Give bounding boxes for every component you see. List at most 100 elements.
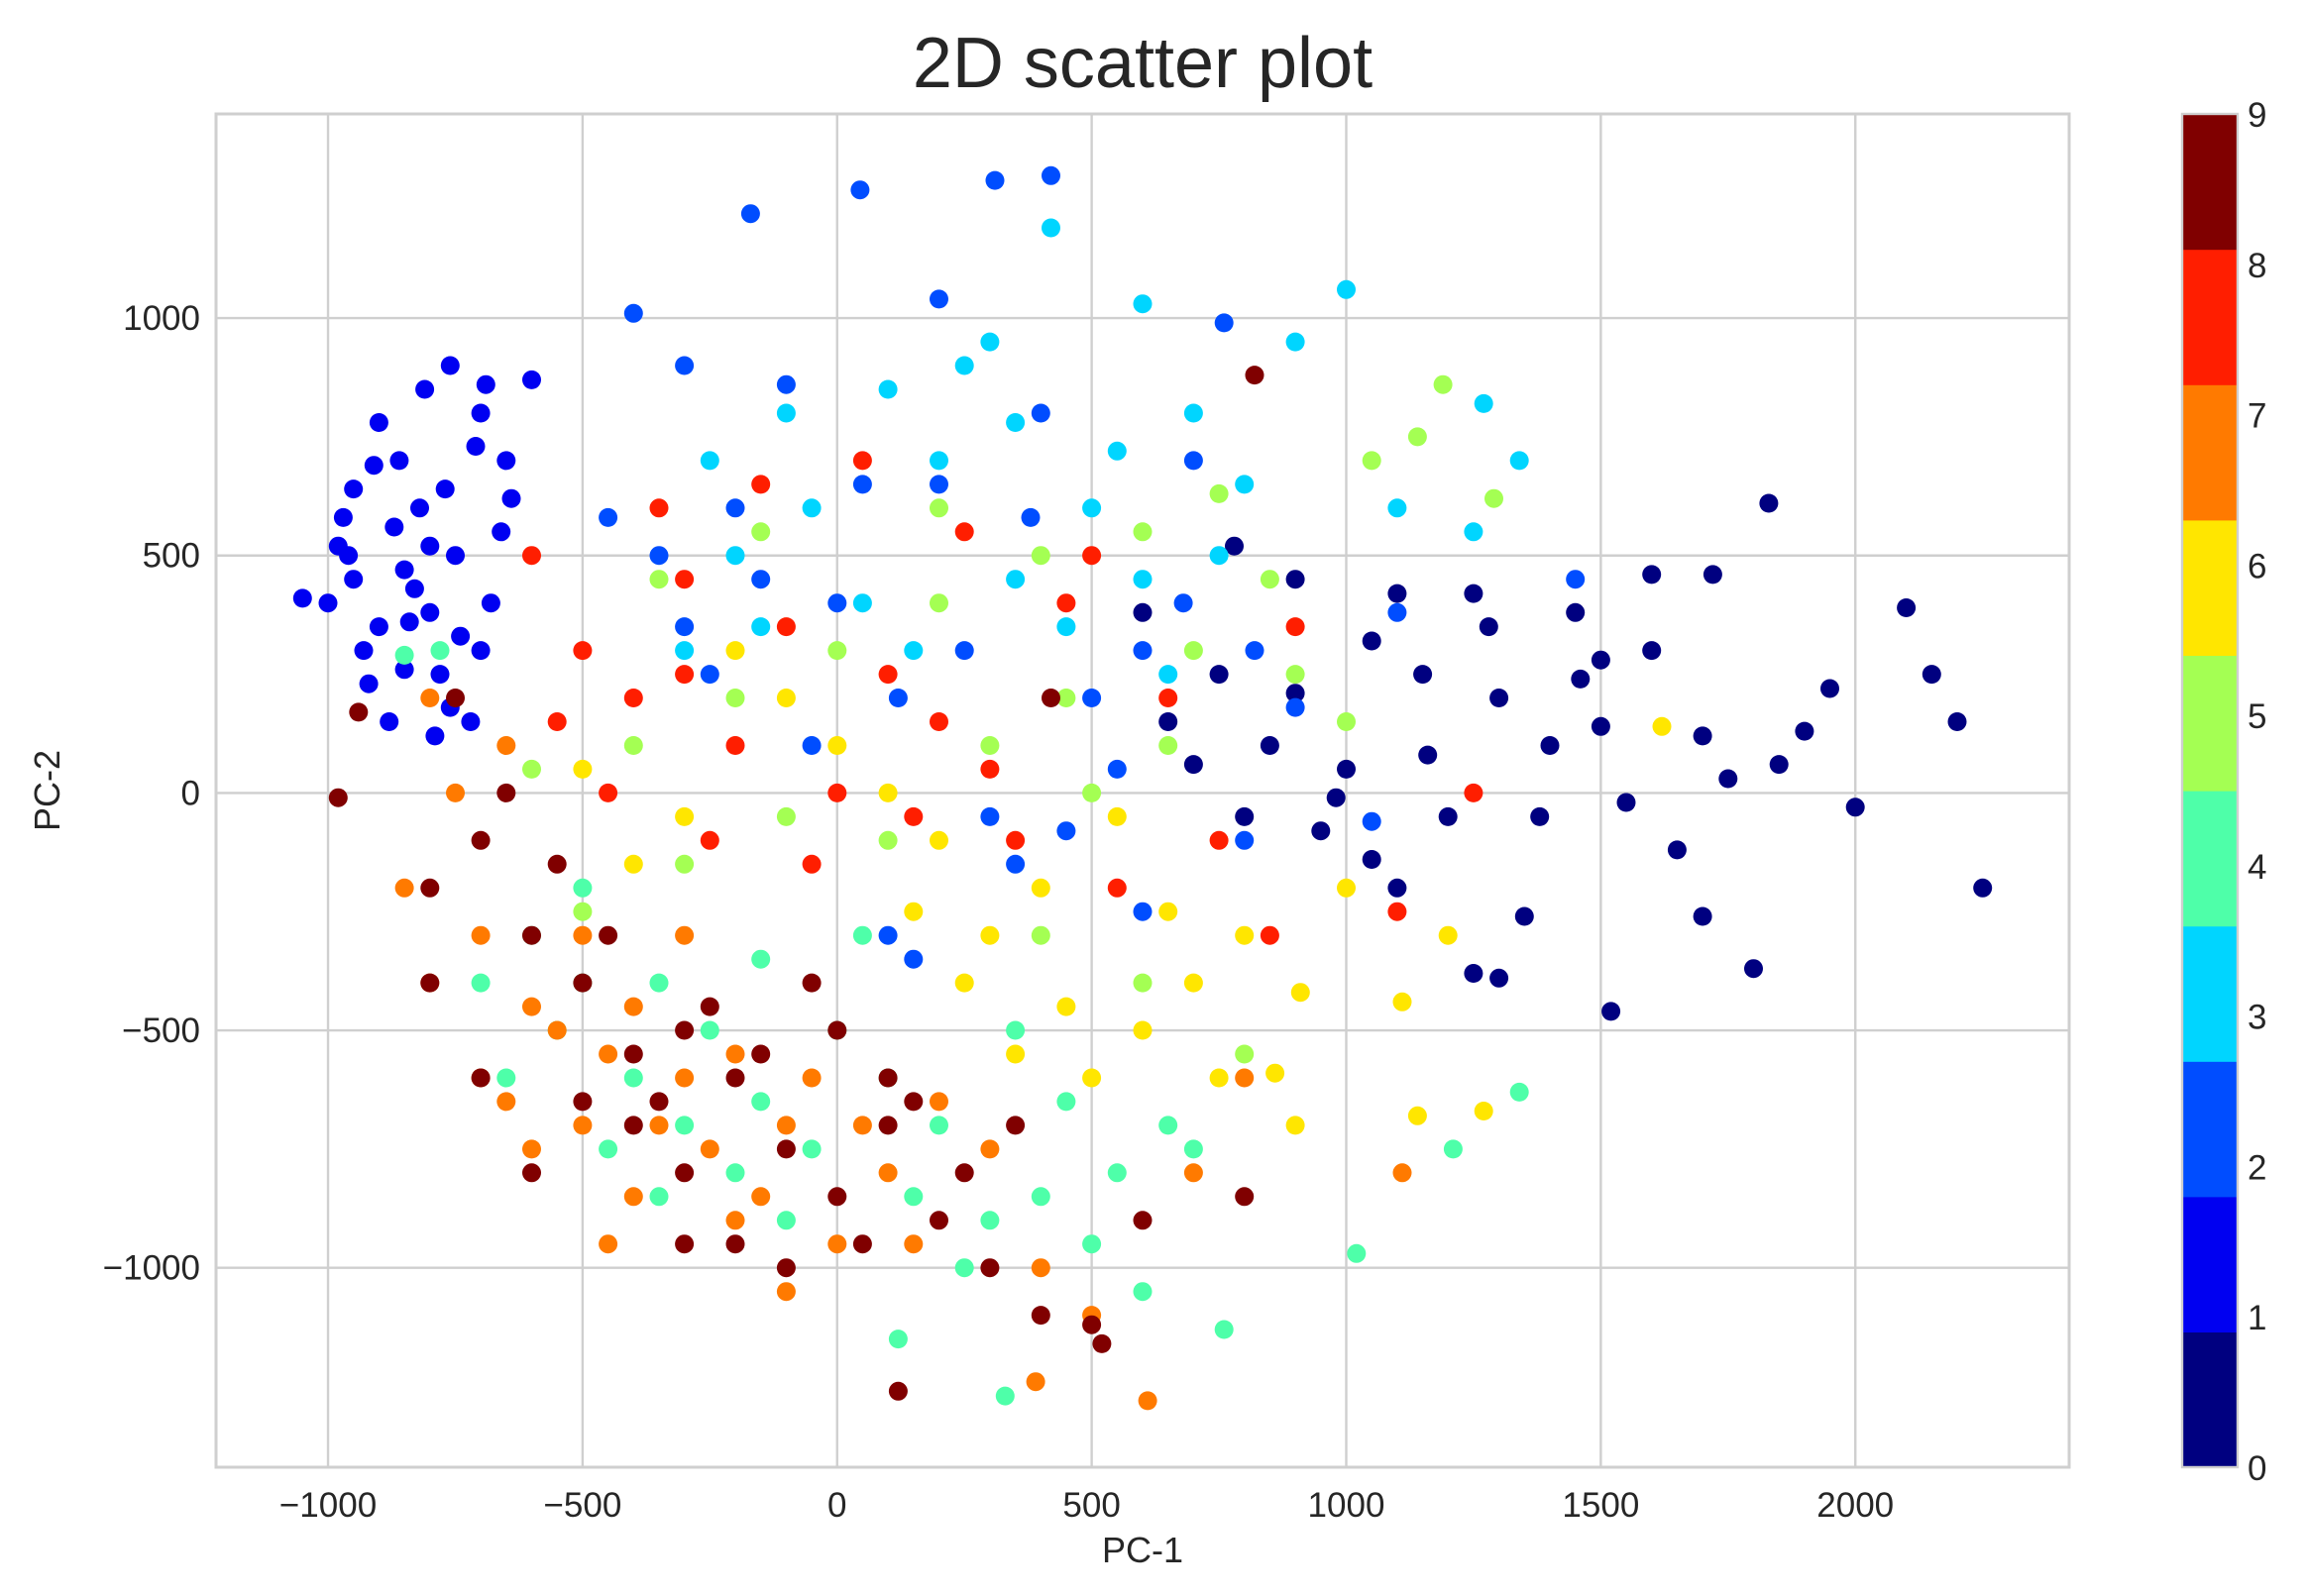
data-point [1056, 821, 1076, 841]
data-point [415, 379, 435, 399]
data-point [435, 479, 455, 499]
data-point [359, 674, 379, 693]
data-point [904, 1092, 924, 1112]
data-point [1107, 441, 1127, 461]
data-point [1387, 498, 1407, 518]
data-point [878, 1163, 898, 1183]
data-point [1133, 973, 1153, 993]
data-point [1056, 1092, 1076, 1112]
colorbar-segment [2182, 249, 2238, 385]
data-point [1693, 726, 1712, 746]
data-point [930, 830, 948, 850]
data-point [573, 973, 593, 993]
data-point [980, 736, 1000, 755]
data-point [1285, 697, 1305, 717]
data-point [980, 925, 1000, 945]
data-point [1438, 925, 1458, 945]
series-class-4 [394, 641, 1529, 1406]
data-point [410, 498, 429, 518]
colorbar-tick-label: 9 [2248, 96, 2266, 135]
colorbar-segment [2182, 114, 2238, 251]
data-point [1026, 1372, 1045, 1392]
data-point [980, 1139, 1000, 1159]
data-point [573, 759, 593, 779]
data-point [1566, 570, 1586, 589]
data-point [1235, 1187, 1255, 1207]
data-point [1056, 593, 1076, 613]
data-point [1235, 475, 1255, 494]
data-point [751, 1092, 771, 1112]
data-point [1362, 451, 1381, 471]
data-point [380, 712, 399, 731]
data-point [1489, 689, 1509, 707]
data-point [1158, 665, 1178, 685]
data-point [1601, 1002, 1621, 1021]
data-point [1245, 641, 1264, 661]
data-point [1031, 1187, 1050, 1207]
data-point [1474, 393, 1493, 413]
x-tick-label: 1500 [1562, 1486, 1639, 1525]
data-point [344, 570, 364, 589]
data-point [1158, 1116, 1178, 1135]
data-point [649, 973, 669, 993]
data-point [1158, 689, 1178, 707]
data-point [930, 712, 948, 731]
data-point [1387, 902, 1407, 921]
data-point [980, 759, 1000, 779]
data-point [420, 878, 440, 898]
data-point [1311, 821, 1331, 841]
colorbar-segment [2182, 925, 2238, 1062]
data-point [1158, 902, 1178, 921]
data-point [827, 1234, 847, 1254]
data-point [675, 356, 695, 375]
data-point [394, 660, 414, 680]
data-point [1474, 1102, 1493, 1120]
data-point [827, 1020, 847, 1040]
data-point [1056, 689, 1076, 707]
colorbar-frame [2180, 112, 2240, 1469]
data-point [1392, 1163, 1412, 1183]
data-point [904, 1234, 924, 1254]
data-point [852, 451, 872, 471]
data-point [1209, 665, 1229, 685]
data-point [496, 1092, 516, 1112]
data-point [1031, 925, 1050, 945]
data-point [888, 1381, 908, 1401]
data-point [623, 997, 643, 1016]
colorbar-tick-label: 1 [2248, 1299, 2266, 1337]
data-point [852, 593, 872, 613]
y-tick-label: 500 [143, 537, 200, 576]
data-point [1183, 403, 1203, 423]
data-point [522, 1163, 541, 1183]
data-point [1006, 1020, 1026, 1040]
data-point [1290, 983, 1310, 1003]
data-point [404, 579, 424, 598]
data-point [1209, 830, 1229, 850]
data-point [1107, 759, 1127, 779]
data-point [471, 925, 491, 945]
data-point [751, 570, 771, 589]
data-point [954, 641, 974, 661]
data-point [1031, 878, 1050, 898]
data-point [700, 997, 719, 1016]
data-point [389, 451, 409, 471]
data-point [802, 854, 822, 874]
data-point [1464, 584, 1483, 603]
data-point [700, 1020, 719, 1040]
data-point [700, 1139, 719, 1159]
y-tick-label: 0 [181, 774, 200, 812]
data-point [471, 973, 491, 993]
data-point [980, 1258, 1000, 1278]
data-point [1265, 1063, 1285, 1083]
data-point [776, 806, 796, 826]
data-point [1042, 218, 1060, 238]
data-point [751, 617, 771, 637]
data-point [1021, 507, 1041, 527]
data-point [420, 602, 440, 622]
data-point [369, 617, 388, 637]
data-point [1107, 878, 1127, 898]
data-point [1392, 992, 1412, 1011]
data-point [980, 806, 1000, 826]
data-point [292, 588, 312, 608]
data-point [1464, 522, 1483, 542]
